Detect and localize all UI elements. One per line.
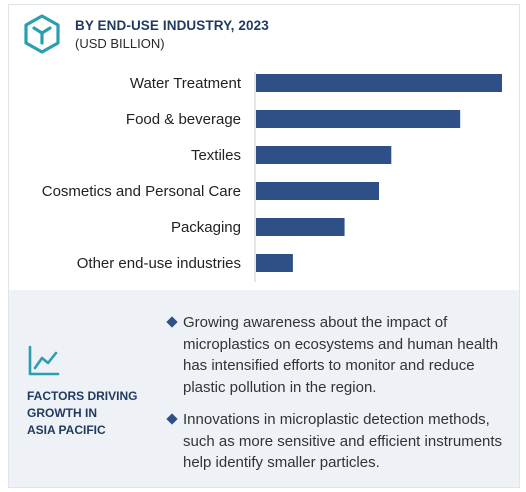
bar bbox=[256, 74, 502, 92]
factors-heading: FACTORS DRIVING GROWTH IN ASIA PACIFIC bbox=[27, 389, 138, 437]
cube-logo-icon bbox=[24, 14, 60, 54]
bar bbox=[256, 110, 461, 128]
bar bbox=[256, 254, 293, 272]
bar bbox=[256, 182, 379, 200]
chart-subtitle: (USD BILLION) bbox=[75, 36, 165, 51]
category-label: Cosmetics and Personal Care bbox=[42, 183, 241, 200]
bar bbox=[256, 146, 392, 164]
bar-chart: Water Treatment Food & beverage Textiles Co… bbox=[42, 72, 502, 282]
factors-panel: FACTORS DRIVING GROWTH IN ASIA PACIFIC G… bbox=[9, 290, 519, 487]
category-label: Packaging bbox=[171, 219, 241, 236]
factor-bullet-text: Innovations in microplastic detection me… bbox=[183, 411, 503, 471]
factor-bullet: Growing awareness about the impact of mi… bbox=[166, 312, 517, 398]
trend-line-icon bbox=[28, 345, 60, 376]
category-label: Textiles bbox=[191, 147, 241, 164]
category-label: Other end-use industries bbox=[77, 255, 241, 272]
category-label: Water Treatment bbox=[130, 75, 242, 92]
factor-bullet-text: Growing awareness about the impact of mi… bbox=[183, 314, 499, 396]
chart-title: BY END-USE INDUSTRY, 2023 bbox=[75, 18, 269, 33]
factor-bullet: Innovations in microplastic detection me… bbox=[166, 409, 517, 474]
diamond-bullet-icon bbox=[166, 413, 178, 425]
factors-bullet-list: Growing awareness about the impact of mi… bbox=[166, 312, 517, 474]
bar bbox=[256, 218, 345, 236]
diamond-bullet-icon bbox=[166, 316, 178, 328]
category-label: Food & beverage bbox=[126, 111, 241, 128]
